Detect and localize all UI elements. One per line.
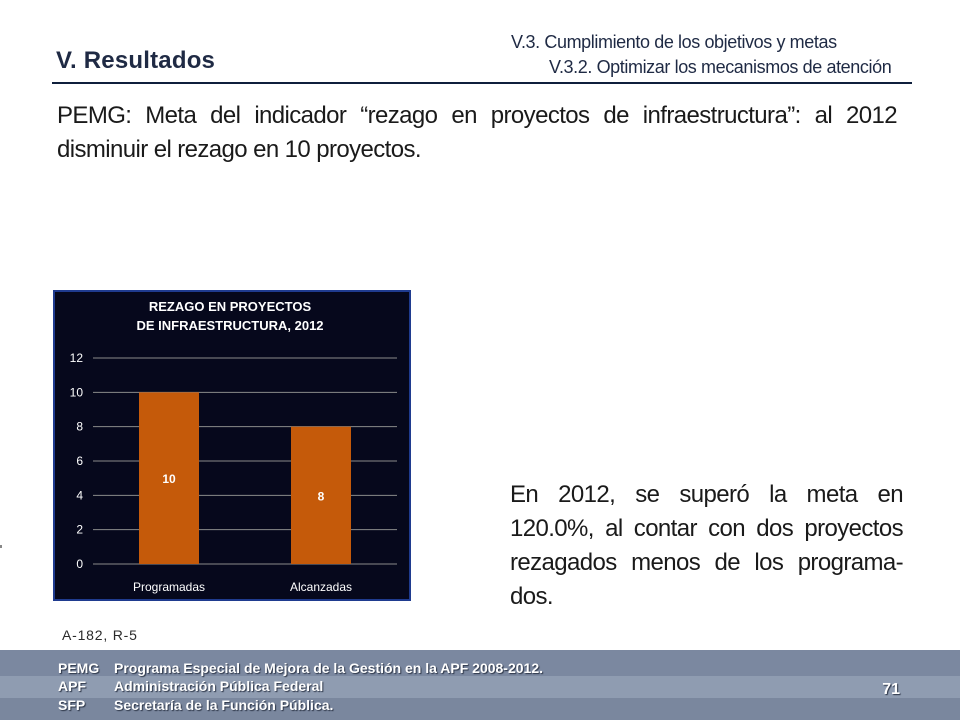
footer-band — [0, 650, 960, 676]
glossary-abbr: SFP — [58, 697, 86, 713]
y-tick-label: 0 — [76, 557, 83, 571]
chart-title-line-2: DE INFRAESTRUCTURA, 2012 — [136, 318, 323, 333]
y-tick-label: 8 — [76, 420, 83, 434]
intro-paragraph: PEMG: Meta del indicador “rezago en proy… — [57, 102, 898, 163]
data-label: 8 — [318, 489, 325, 503]
glossary-item-sfp: SFP Secretaría de la Función Pública. — [58, 697, 333, 713]
header-divider — [52, 82, 912, 84]
x-tick-label: Programadas — [133, 580, 205, 594]
y-tick-label: 4 — [76, 488, 83, 502]
section-title: V. Resultados — [56, 47, 216, 74]
page-number: 71 — [882, 681, 900, 698]
x-tick-label: Alcanzadas — [290, 580, 352, 594]
y-tick-label: 2 — [76, 523, 83, 537]
y-tick-label: 10 — [70, 385, 84, 399]
chart-title-line-1: REZAGO EN PROYECTOS — [149, 299, 312, 314]
subtitle-mechanisms: V.3.2. Optimizar los mecanismos de atenc… — [549, 57, 892, 77]
chart-panel: REZAGO EN PROYECTOS DE INFRAESTRUCTURA, 2… — [53, 290, 411, 601]
glossary-item-apf: APF Administración Pública Federal — [58, 678, 323, 694]
glossary-text: Programa Especial de Mejora de la Gestió… — [114, 660, 543, 676]
footer-band — [0, 698, 960, 720]
result-paragraph: En 2012, se superó la meta en 120.0%, al… — [510, 481, 904, 610]
bar-alcanzadas — [291, 426, 351, 564]
y-tick-label: 12 — [70, 351, 84, 365]
reference-code: A-182, R-5 — [62, 627, 138, 643]
y-tick-label: 6 — [76, 454, 83, 468]
bar-programadas — [139, 392, 199, 564]
bar-chart: REZAGO EN PROYECTOS DE INFRAESTRUCTURA, 2… — [70, 299, 397, 594]
glossary-abbr: PEMG — [58, 660, 100, 676]
margin-mark — [0, 545, 2, 548]
footer-band — [0, 676, 960, 698]
glossary-text: Administración Pública Federal — [114, 678, 324, 694]
data-label: 10 — [162, 472, 176, 486]
footer-bar: PEMG Programa Especial de Mejora de la Ge… — [0, 650, 960, 720]
glossary-text: Secretaría de la Función Pública. — [114, 697, 334, 713]
subtitle-objectives: V.3. Cumplimiento de los objetivos y met… — [511, 32, 837, 52]
glossary-abbr: APF — [58, 678, 86, 694]
glossary-item-pemg: PEMG Programa Especial de Mejora de la Ge… — [58, 660, 543, 676]
